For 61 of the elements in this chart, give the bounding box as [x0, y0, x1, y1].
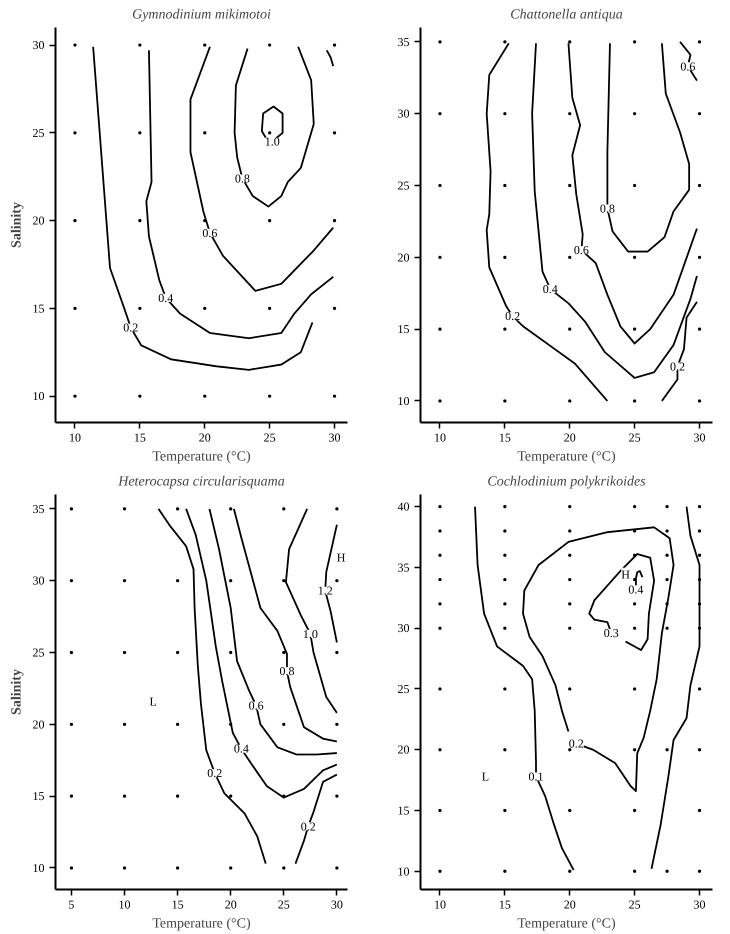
x-tick-label: 30 [330, 898, 343, 912]
annotation: L [150, 694, 157, 708]
y-tick-label: 10 [398, 864, 410, 878]
x-tick-label: 25 [628, 898, 641, 912]
x-tick-label: 10 [68, 430, 81, 444]
y-tick-label: 30 [398, 106, 410, 121]
y-tick-label: 10 [32, 389, 44, 404]
y-tick-label: 20 [398, 250, 410, 264]
chart-title: Heterocapsa circularisquama [117, 474, 285, 490]
y-tick-label: 15 [32, 789, 44, 804]
x-tick-label: 15 [172, 898, 184, 912]
x-tick-label: 25 [628, 430, 641, 444]
annotation: H [621, 568, 630, 582]
x-tick-label: 15 [498, 430, 511, 444]
x-tick-label: 20 [198, 430, 211, 444]
x-axis-title: Temperature (°C) [152, 916, 251, 932]
annotation: 0.3 [604, 626, 619, 640]
x-tick-label: 15 [498, 898, 511, 912]
y-tick-label: 40 [398, 500, 410, 514]
annotation: 0.4 [628, 582, 644, 596]
x-tick-label: 20 [564, 898, 576, 912]
y-axis-title: Salinity [10, 669, 24, 715]
y-tick-label: 25 [32, 646, 44, 660]
x-tick-label: 25 [278, 898, 290, 912]
chart-title: Chattonella antiqua [510, 8, 623, 22]
y-tick-label: 25 [32, 126, 44, 140]
x-tick-label: 5 [68, 898, 74, 912]
y-tick-label: 35 [32, 502, 44, 516]
x-tick-label: 25 [264, 430, 276, 444]
x-axis-title: Temperature (°C) [517, 450, 616, 464]
y-tick-label: 35 [398, 560, 410, 574]
y-tick-label: 15 [398, 804, 410, 818]
y-tick-label: 25 [398, 682, 410, 696]
y-axis-title: Salinity [10, 202, 24, 248]
y-tick-label: 15 [398, 322, 410, 336]
y-tick-label: 10 [32, 860, 44, 875]
y-tick-label: 20 [398, 742, 410, 757]
chart-title: Gymnodinium mikimotoi [132, 8, 272, 22]
x-axis-title: Temperature (°C) [152, 450, 251, 464]
y-tick-label: 25 [398, 178, 410, 192]
x-tick-label: 15 [134, 430, 146, 444]
x-tick-label: 20 [564, 430, 576, 444]
y-tick-label: 10 [398, 394, 410, 408]
x-tick-label: 30 [328, 430, 341, 444]
y-tick-label: 20 [32, 717, 44, 732]
y-tick-label: 30 [32, 574, 44, 588]
chart-title: Cochlodinium polykrikoides [487, 474, 646, 490]
x-tick-label: 10 [434, 898, 446, 912]
y-tick-label: 35 [398, 34, 410, 49]
annotation: H [336, 550, 346, 565]
x-tick-label: 10 [118, 898, 131, 912]
x-tick-label: 20 [224, 898, 237, 912]
annotation: L [482, 769, 490, 784]
x-tick-label: 10 [434, 430, 446, 444]
y-tick-label: 20 [32, 214, 44, 228]
x-tick-label: 30 [694, 430, 706, 444]
x-axis-title: Temperature (°C) [517, 916, 616, 932]
y-tick-label: 15 [32, 301, 44, 316]
y-tick-label: 30 [32, 38, 44, 52]
y-tick-label: 30 [398, 621, 410, 636]
x-tick-label: 30 [694, 898, 706, 912]
